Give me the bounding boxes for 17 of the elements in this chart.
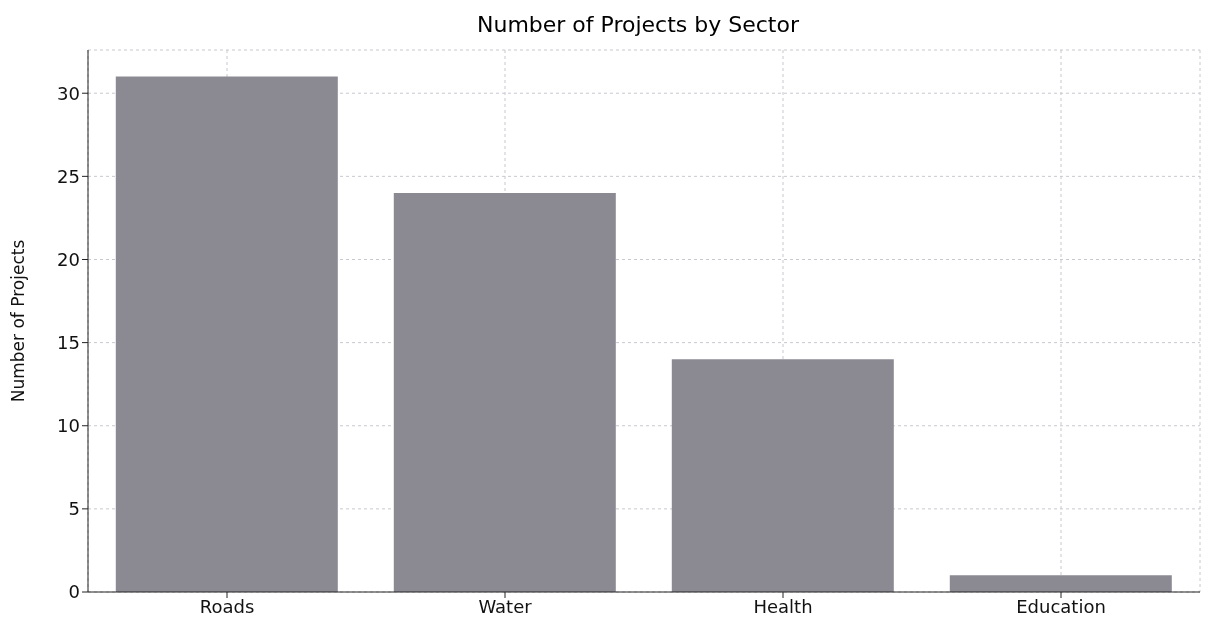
x-tick-label: Water <box>478 595 533 617</box>
bar <box>949 575 1172 592</box>
y-tick-label: 0 <box>68 581 80 603</box>
y-tick-label: 5 <box>68 498 80 520</box>
bar <box>393 192 616 592</box>
x-tick-label: Roads <box>199 595 255 617</box>
bar <box>115 76 338 592</box>
y-tick-label: 30 <box>57 82 80 104</box>
y-axis-title: Number of Projects <box>8 239 29 403</box>
x-tick-label: Health <box>753 595 813 617</box>
chart-title: Number of Projects by Sector <box>476 11 800 39</box>
bar <box>671 359 894 592</box>
y-tick-label: 20 <box>57 248 80 270</box>
y-tick-label: 10 <box>57 415 80 437</box>
y-tick-label: 15 <box>57 332 80 353</box>
y-tick-label: 25 <box>57 165 80 187</box>
x-tick-label: Education <box>1016 595 1106 617</box>
